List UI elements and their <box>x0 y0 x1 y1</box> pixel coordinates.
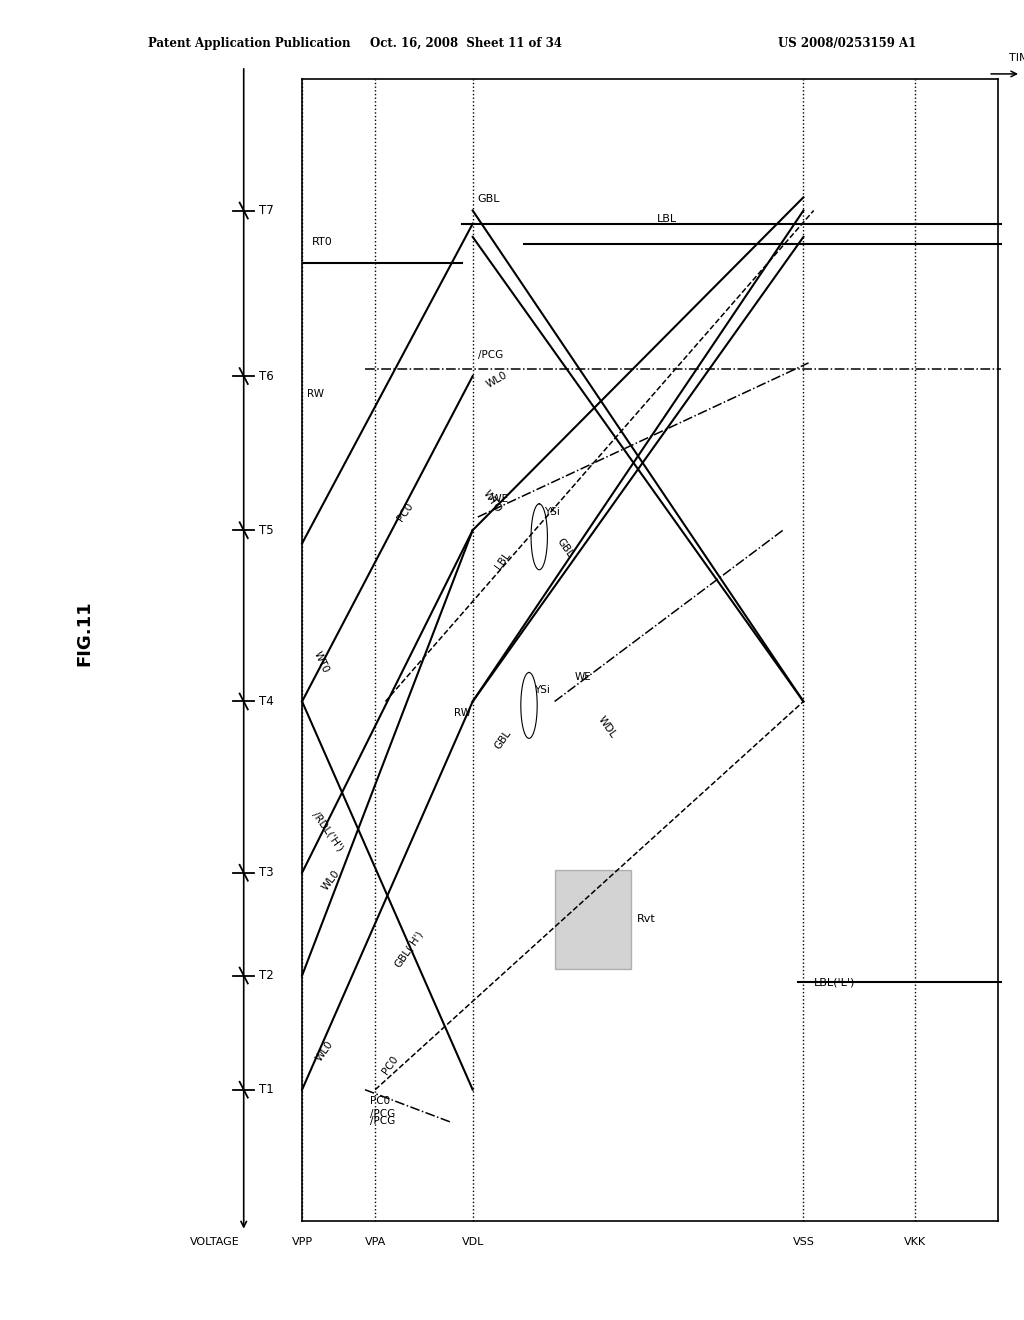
Text: T1: T1 <box>259 1084 273 1096</box>
Text: T3: T3 <box>259 866 273 879</box>
Text: GBL: GBL <box>555 537 574 560</box>
Text: TIME: TIME <box>1009 53 1024 63</box>
Text: LBL: LBL <box>657 214 677 223</box>
Text: US 2008/0253159 A1: US 2008/0253159 A1 <box>778 37 916 50</box>
Text: VPP: VPP <box>292 1237 312 1247</box>
Text: YSi: YSi <box>535 685 550 694</box>
Bar <box>555 870 632 969</box>
Text: Rvt: Rvt <box>637 915 655 924</box>
Text: WT0: WT0 <box>312 649 331 675</box>
Text: WL0: WL0 <box>485 370 510 389</box>
Text: RT0: RT0 <box>312 238 333 247</box>
Text: PC0: PC0 <box>370 1097 390 1106</box>
Text: T7: T7 <box>259 205 273 216</box>
Text: -WE: -WE <box>488 494 508 504</box>
Text: WL0: WL0 <box>321 869 342 892</box>
Text: FIG.11: FIG.11 <box>75 601 93 667</box>
Text: VSS: VSS <box>793 1237 814 1247</box>
Text: PC0: PC0 <box>395 502 416 524</box>
Text: Patent Application Publication: Patent Application Publication <box>148 37 351 50</box>
Text: WE: WE <box>575 672 592 681</box>
Text: WTO: WTO <box>481 488 503 515</box>
Text: GBL('H'): GBL('H') <box>392 928 425 969</box>
Text: LBL('L'): LBL('L') <box>814 977 855 987</box>
Text: RW: RW <box>454 708 471 718</box>
Text: LBL: LBL <box>494 550 512 572</box>
Text: VKK: VKK <box>904 1237 926 1247</box>
Text: GBL: GBL <box>478 194 501 203</box>
Text: GBL: GBL <box>494 727 513 751</box>
Text: /PCG: /PCG <box>370 1110 395 1119</box>
Text: VDL: VDL <box>462 1237 484 1247</box>
Text: /RDL('H'): /RDL('H') <box>310 809 345 853</box>
Text: Oct. 16, 2008  Sheet 11 of 34: Oct. 16, 2008 Sheet 11 of 34 <box>370 37 562 50</box>
Text: T5: T5 <box>259 524 273 537</box>
Text: T2: T2 <box>259 969 273 982</box>
Text: VPA: VPA <box>365 1237 386 1247</box>
Text: /PCG: /PCG <box>478 350 503 360</box>
Text: YSi: YSi <box>545 507 560 517</box>
Text: T4: T4 <box>259 696 273 708</box>
Text: VOLTAGE: VOLTAGE <box>190 1237 240 1247</box>
Text: RW: RW <box>307 389 325 399</box>
Text: WDL: WDL <box>596 714 617 741</box>
Text: WL0: WL0 <box>314 1039 336 1064</box>
Text: /PCG: /PCG <box>370 1117 395 1126</box>
Text: T6: T6 <box>259 370 273 383</box>
Text: PC0: PC0 <box>380 1055 400 1077</box>
